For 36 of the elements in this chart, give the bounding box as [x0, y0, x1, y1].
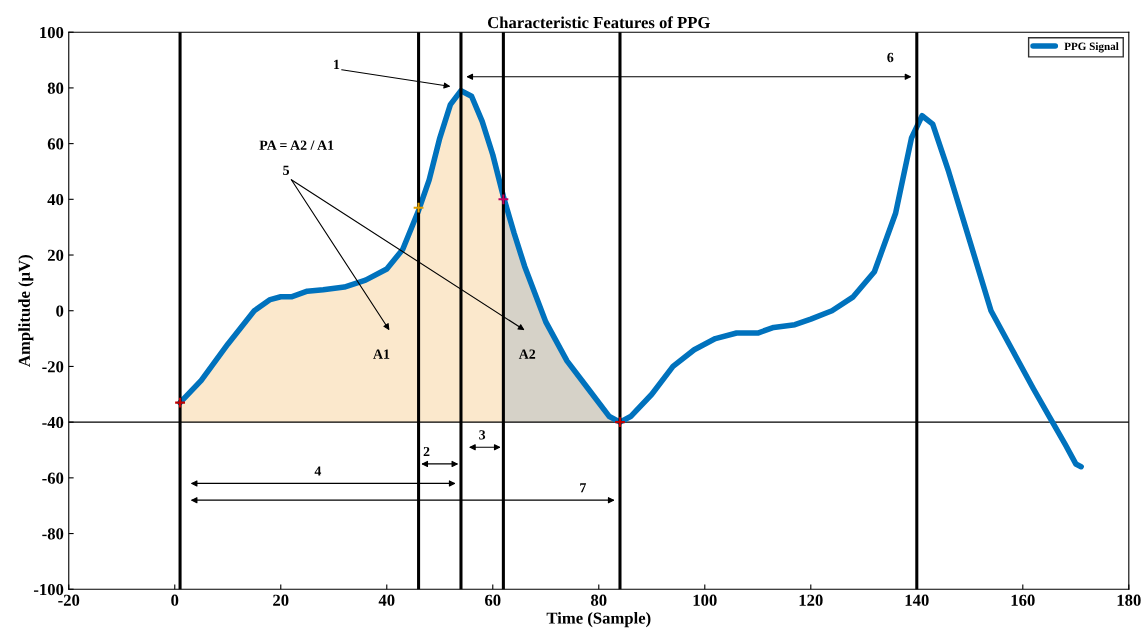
y-tick-label: -60	[42, 472, 64, 484]
x-axis-title: Time (Sample)	[546, 612, 651, 628]
annotation: A1	[373, 349, 390, 359]
annotation: 5	[283, 165, 290, 175]
annotation: 7	[580, 483, 587, 493]
x-tick-label: 160	[1011, 594, 1035, 606]
y-tick-label: -100	[33, 583, 64, 596]
annotation: 1	[334, 59, 340, 69]
x-tick-label: 100	[693, 594, 717, 606]
x-tick-label: -20	[58, 594, 80, 606]
x-tick-label: 20	[273, 594, 289, 606]
y-tick-label: 20	[47, 249, 64, 261]
x-tick-label: 120	[799, 594, 823, 606]
y-tick-label: 40	[47, 194, 64, 206]
annotation: 3	[479, 430, 486, 440]
y-tick-label: 100	[40, 26, 64, 39]
annotation: 4	[314, 466, 322, 476]
y-tick-label: -80	[42, 528, 64, 540]
annotation: PA = A2 / A1	[259, 140, 334, 150]
annotation: 6	[887, 52, 894, 63]
y-tick-label: 60	[47, 138, 64, 150]
y-tick-label: 80	[47, 82, 64, 94]
chart-title: Characteristic Features of PPG	[487, 16, 710, 29]
y-tick-label: 0	[56, 305, 64, 317]
y-axis-title: Amplitude (μV)	[18, 255, 34, 367]
annotation: A2	[518, 349, 536, 359]
x-tick-label: 60	[485, 594, 501, 606]
x-tick-label: 40	[378, 594, 395, 606]
x-tick-label: 140	[905, 594, 929, 606]
legend-label: PPG Signal	[1064, 42, 1119, 53]
x-tick-label: 0	[171, 594, 179, 606]
x-tick-label: 80	[591, 594, 607, 606]
annotation: 2	[423, 446, 430, 457]
x-tick-label: 180	[1117, 594, 1141, 606]
y-tick-label: -40	[42, 416, 64, 429]
y-tick-label: -20	[42, 361, 64, 373]
